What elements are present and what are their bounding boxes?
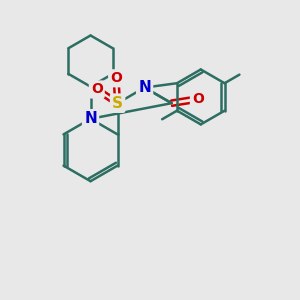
Text: S: S xyxy=(112,96,123,111)
Text: O: O xyxy=(192,92,204,106)
Text: O: O xyxy=(91,82,103,97)
Text: N: N xyxy=(138,80,151,95)
Text: N: N xyxy=(84,111,97,126)
Text: O: O xyxy=(110,71,122,85)
